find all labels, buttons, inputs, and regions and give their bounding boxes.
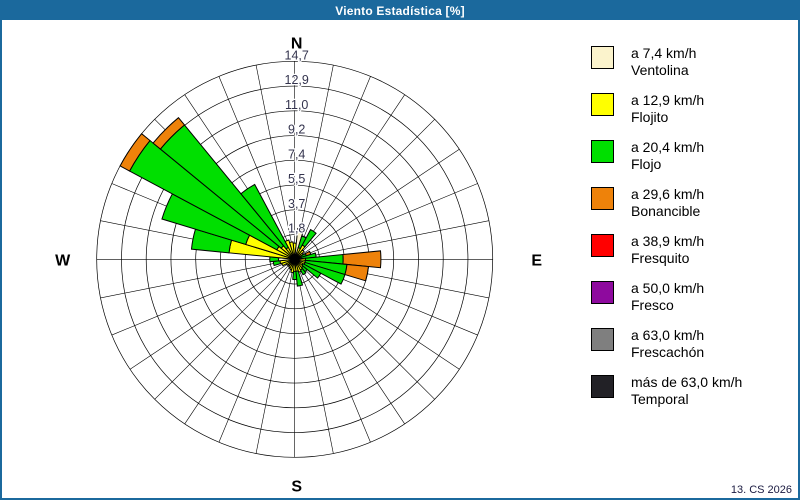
legend-label: a 38,9 km/h Fresquito [631, 233, 704, 267]
legend-speed-label: a 20,4 km/h [631, 139, 705, 155]
legend-label: más de 63,0 km/h Temporal [631, 374, 742, 408]
grid-ring [195, 159, 395, 359]
legend-speed-label: a 7,4 km/h [631, 45, 697, 61]
legend-swatch [591, 46, 614, 69]
rose-bar-sbe-flojo [295, 270, 304, 287]
legend-class-name: Frescachón [631, 344, 705, 360]
rose-bar-ese-flojo [303, 261, 346, 285]
rose-bar-nbw-flojito [288, 241, 295, 258]
legend-label: a 12,9 km/h Flojito [631, 92, 704, 126]
radial-tick-label: 7,4 [288, 147, 305, 161]
legend-label: a 63,0 km/h Frescachón [631, 327, 704, 361]
legend-item-fresquito: a 38,9 km/h Fresquito [591, 233, 796, 280]
legend-item-ventolina: a 7,4 km/h Ventolina [591, 45, 796, 92]
legend-label: a 20,4 km/h Flojo [631, 139, 704, 173]
legend-label: a 50,0 km/h Fresco [631, 280, 704, 314]
legend: a 7,4 km/h Ventolina a 12,9 km/h Flojito a 2… [591, 45, 796, 421]
rose-bar-e-bonancible [342, 250, 382, 269]
rose-bar-nwbw-bonancible [119, 132, 151, 172]
legend-item-temporal: más de 63,0 km/h Temporal [591, 374, 796, 421]
legend-speed-label: más de 63,0 km/h [631, 374, 743, 390]
cardinal-label-west: W [55, 252, 71, 269]
legend-swatch [591, 234, 614, 257]
legend-class-name: Flojito [631, 109, 669, 125]
legend-speed-label: a 12,9 km/h [631, 92, 705, 108]
legend-item-fresco: a 50,0 km/h Fresco [591, 280, 796, 327]
radial-tick-label: 11,0 [285, 98, 308, 112]
grid-ring [170, 135, 419, 384]
legend-swatch [591, 328, 614, 351]
legend-item-bonancible: a 29,6 km/h Bonancible [591, 186, 796, 233]
rose-bar-sebe-flojo [301, 263, 322, 279]
legend-class-name: Bonancible [631, 203, 701, 219]
legend-swatch [591, 281, 614, 304]
legend-item-flojo: a 20,4 km/h Flojo [591, 139, 796, 186]
legend-swatch [591, 93, 614, 116]
cardinal-label-north: N [291, 35, 303, 52]
legend-speed-label: a 50,0 km/h [631, 280, 705, 296]
rose-bar-sebs-flojo [299, 267, 307, 276]
grid-ring [121, 85, 469, 433]
legend-speed-label: a 63,0 km/h [631, 327, 705, 343]
chart-area: 1,8 3,7 5,5 7,4 9,2 11,0 12,9 14,7 N S E W a 7,4 km… [2, 20, 798, 498]
radial-tick-label: 14,7 [285, 48, 309, 62]
radial-tick-label: 3,7 [288, 197, 305, 211]
legend-swatch [591, 140, 614, 163]
legend-item-flojito: a 12,9 km/h Flojito [591, 92, 796, 139]
legend-swatch [591, 375, 614, 398]
legend-class-name: Fresco [631, 297, 674, 313]
legend-class-name: Fresquito [631, 250, 690, 266]
radial-tick-label: 9,2 [288, 123, 305, 137]
radial-tick-label: 1,8 [288, 222, 305, 236]
grid-ring [145, 110, 444, 409]
rose-bar-s-flojo [292, 270, 298, 281]
grid-ring [96, 60, 494, 458]
rose-bar-nebn-flojo [301, 228, 317, 248]
legend-speed-label: a 38,9 km/h [631, 233, 705, 249]
legend-speed-label: a 29,6 km/h [631, 186, 705, 202]
legend-class-name: Flojo [631, 156, 662, 172]
legend-item-frescachón: a 63,0 km/h Frescachón [591, 327, 796, 374]
title-bar[interactable]: Viento Estadística [%] [2, 2, 798, 20]
legend-swatch [591, 187, 614, 210]
legend-label: a 7,4 km/h Ventolina [631, 45, 696, 79]
legend-class-name: Ventolina [631, 62, 689, 78]
wind-rose-chart: 1,8 3,7 5,5 7,4 9,2 11,0 12,9 14,7N S E W [55, 35, 542, 495]
window-title: Viento Estadística [%] [335, 4, 465, 18]
legend-label: a 29,6 km/h Bonancible [631, 186, 704, 220]
radial-tick-label: 5,5 [288, 172, 305, 186]
radial-tick-label: 12,9 [285, 73, 309, 87]
rose-bar-nw-bonancible [152, 116, 186, 150]
cardinal-label-south: S [291, 478, 302, 495]
cardinal-label-east: E [531, 252, 542, 269]
footer-note: 13. CS 2026 [730, 484, 792, 496]
legend-class-name: Temporal [631, 391, 689, 407]
rose-bar-nwbn-flojo [240, 183, 290, 250]
rose-bar-ebs-bonancible [344, 263, 369, 282]
